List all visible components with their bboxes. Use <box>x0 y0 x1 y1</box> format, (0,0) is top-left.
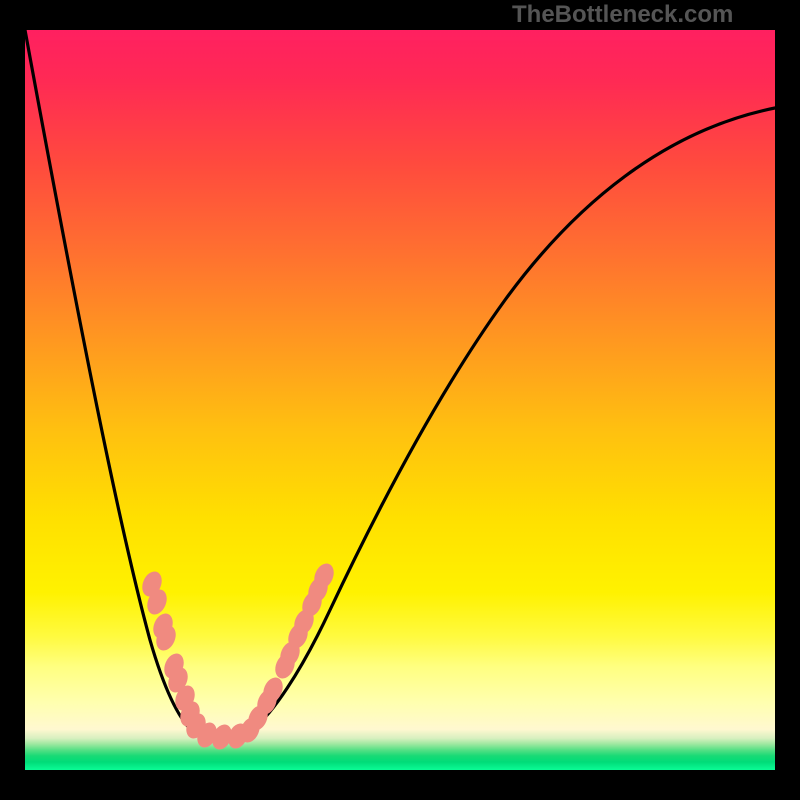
plot-background <box>25 30 775 770</box>
watermark-text: TheBottleneck.com <box>512 1 733 29</box>
chart-root: TheBottleneck.com <box>0 0 800 800</box>
plot-area <box>25 30 775 770</box>
